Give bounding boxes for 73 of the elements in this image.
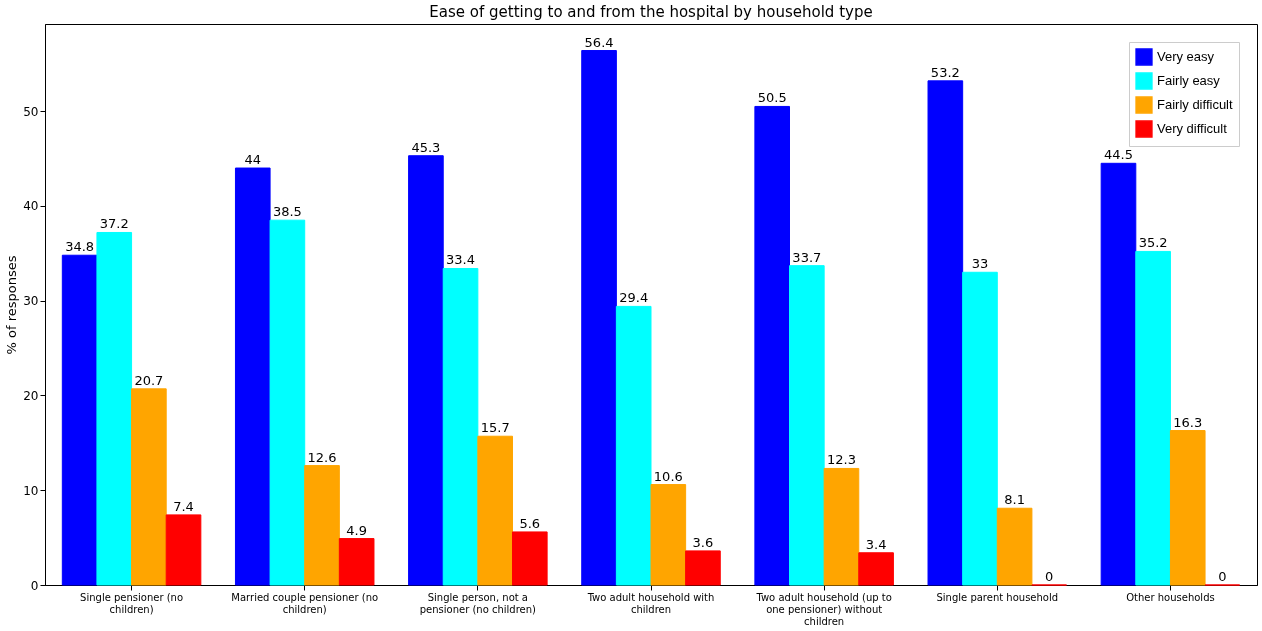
bar (477, 435, 513, 586)
bar (511, 531, 548, 586)
data-label: 33.4 (446, 252, 476, 268)
bar (1135, 250, 1171, 586)
data-label: 8.1 (1004, 492, 1025, 508)
bar (789, 265, 825, 586)
data-label: 0 (1218, 569, 1227, 584)
x-tick-label: Two adult household with children (586, 591, 715, 615)
data-label: 44 (244, 152, 262, 168)
bar (61, 254, 98, 586)
bar (131, 388, 167, 586)
data-label: 10.6 (653, 468, 683, 484)
bar (1169, 430, 1206, 586)
y-tick-label: 10 (23, 483, 39, 498)
data-label: 7.4 (173, 498, 194, 514)
data-label: 3.4 (865, 536, 887, 552)
y-tick-label: 30 (23, 294, 39, 309)
legend-label: Fairly difficult (1157, 97, 1233, 112)
data-label: 29.4 (619, 290, 649, 306)
bar (927, 80, 964, 586)
bar (96, 231, 133, 586)
data-label: 35.2 (1138, 235, 1168, 251)
y-tick-label: 50 (23, 104, 39, 119)
data-label: 0 (1045, 569, 1054, 584)
bar (996, 507, 1033, 586)
bar (754, 105, 791, 586)
x-tick-label: Single parent household (936, 591, 1059, 603)
x-tick-label: Two adult household (up to one pensioner) without children (755, 591, 892, 627)
legend-label: Very difficult (1157, 121, 1228, 136)
data-label: 50.5 (757, 90, 787, 106)
chart-title: Ease of getting to and from the hospital by household type (429, 3, 873, 21)
y-tick-label: 40 (23, 199, 39, 214)
x-tick-label: Single person, not a pensioner (no children) (419, 591, 537, 615)
data-label: 33.7 (792, 249, 822, 265)
data-label: 4.9 (346, 522, 367, 538)
bar (304, 465, 340, 586)
x-tick-label: Single pensioner (no children) (80, 591, 184, 615)
bar (962, 271, 998, 586)
bar (442, 267, 479, 586)
bar (165, 514, 202, 586)
x-tick-label: Other households (1126, 591, 1215, 603)
data-label: 33 (971, 256, 989, 272)
data-label: 45.3 (411, 139, 441, 155)
bar (581, 50, 617, 586)
data-label: 12.6 (307, 449, 337, 465)
bar (408, 155, 444, 586)
data-label: 44.5 (1104, 147, 1133, 163)
bar (1100, 162, 1137, 586)
bar (234, 167, 271, 586)
y-tick-label: 20 (23, 388, 39, 403)
data-label: 37.2 (99, 216, 129, 232)
bar (858, 552, 894, 586)
legend-label: Fairly easy (1157, 73, 1221, 88)
data-label: 16.3 (1173, 414, 1203, 430)
bar (615, 305, 652, 586)
y-axis-title: % of responses (4, 255, 20, 355)
bar (685, 550, 721, 586)
y-tick-label: 0 (30, 578, 39, 593)
bar (823, 467, 860, 586)
data-label: 38.5 (272, 204, 302, 220)
data-label: 34.8 (65, 239, 95, 255)
data-label: 53.2 (930, 64, 960, 80)
legend-label: Very easy (1157, 49, 1215, 64)
bar (269, 219, 306, 586)
bar (650, 484, 687, 586)
data-label: 20.7 (134, 372, 164, 388)
x-tick-label: Married couple pensioner (no children) (231, 591, 379, 615)
data-label: 56.4 (584, 34, 614, 50)
bar (338, 538, 375, 586)
data-label: 12.3 (826, 452, 856, 468)
data-label: 15.7 (480, 420, 510, 436)
data-label: 5.6 (519, 515, 541, 531)
data-label: 3.6 (692, 534, 714, 550)
